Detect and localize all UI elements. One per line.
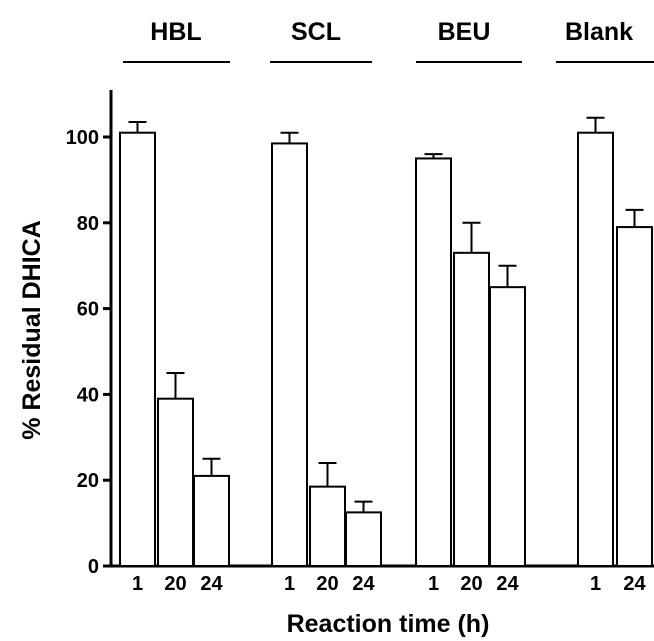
bar (489, 286, 526, 567)
bar (453, 251, 490, 568)
y-tick-label: 100 (66, 127, 99, 149)
bar (345, 511, 382, 567)
x-tick-label: 24 (496, 573, 519, 595)
x-tick-label: 20 (460, 573, 482, 595)
y-tick-label: 0 (88, 556, 99, 578)
x-axis-title: Reaction time (h) (287, 610, 490, 638)
x-tick-label: 24 (352, 573, 375, 595)
bar (616, 226, 653, 567)
y-axis-title: % Residual DHICA (18, 220, 46, 439)
bar (193, 474, 230, 567)
x-tick-label: 20 (316, 573, 338, 595)
group-label: HBL (150, 18, 201, 46)
group-label: Blank (565, 18, 633, 46)
bar (157, 397, 194, 567)
group-label: SCL (291, 18, 341, 46)
x-tick-label: 20 (164, 573, 186, 595)
y-tick-label: 20 (77, 470, 99, 492)
x-tick-label: 1 (132, 573, 143, 595)
y-tick-label: 80 (77, 213, 99, 235)
bar (415, 157, 452, 567)
labels: HBL 1 20 24 SCL 1 20 24 BEU 1 20 24 Blank 1 24 (123, 18, 654, 595)
x-tick-label: 1 (284, 573, 295, 595)
bar (271, 142, 308, 567)
bar (577, 131, 614, 568)
x-tick-label: 1 (590, 573, 601, 595)
x-tick-label: 1 (428, 573, 439, 595)
y-tick-label: 40 (77, 384, 99, 406)
x-tick-label: 24 (200, 573, 223, 595)
bar (309, 485, 346, 568)
y-tick-label: 60 (77, 299, 99, 321)
bars (119, 116, 653, 568)
group-label: BEU (438, 18, 491, 46)
x-tick-label: 24 (623, 573, 646, 595)
bar (119, 131, 156, 568)
